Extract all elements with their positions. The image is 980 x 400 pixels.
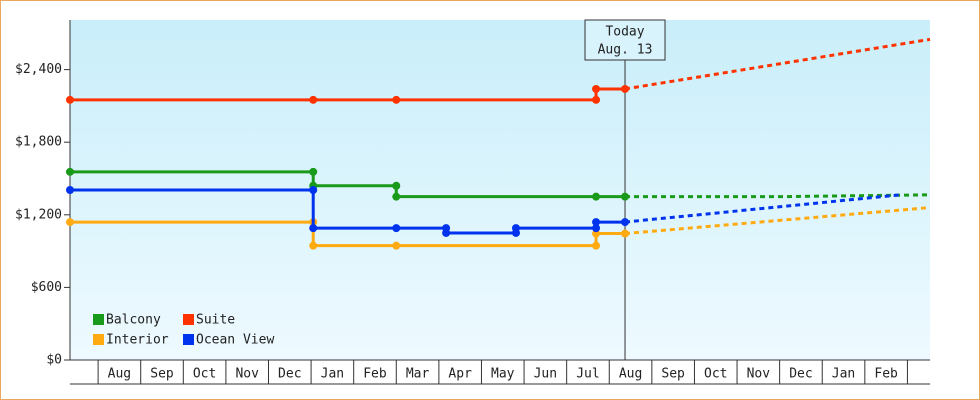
- y-tick-label: $0: [46, 353, 62, 368]
- legend-label: Ocean View: [196, 333, 274, 348]
- x-tick-label: Sep: [150, 367, 174, 382]
- x-tick-label: Aug: [619, 367, 642, 382]
- today-box: [584, 19, 666, 61]
- price-point: [511, 224, 520, 233]
- x-tick-label: Aug: [108, 367, 131, 382]
- price-line: [70, 87, 626, 102]
- x-tick-label: Feb: [363, 367, 387, 382]
- price-point: [309, 224, 318, 233]
- x-tick-label: Oct: [704, 367, 727, 382]
- price-point: [621, 84, 630, 93]
- x-tick-label: Jun: [534, 367, 557, 382]
- forecast-line: [624, 206, 931, 236]
- legend-label: Balcony: [106, 313, 161, 328]
- price-point: [66, 218, 74, 227]
- price-point: [392, 224, 401, 233]
- price-point: [592, 192, 601, 201]
- x-tick-label: Jul: [576, 367, 599, 382]
- price-point: [66, 95, 74, 104]
- x-tick-label: Jan: [321, 367, 344, 382]
- y-tick-label: $1,200: [15, 207, 62, 222]
- price-point: [392, 181, 401, 190]
- x-tick-label: Dec: [789, 367, 812, 382]
- price-point: [621, 229, 630, 238]
- price-point: [621, 192, 630, 201]
- forecast-line: [624, 37, 931, 91]
- price-point: [309, 167, 318, 176]
- x-tick-label: Jan: [832, 367, 855, 382]
- price-point: [66, 186, 74, 194]
- price-point: [309, 241, 318, 250]
- price-point: [392, 95, 401, 104]
- x-tick-label: May: [491, 367, 515, 382]
- legend-swatch: [93, 314, 104, 325]
- price-point: [621, 218, 630, 227]
- x-tick-label: Mar: [406, 367, 430, 382]
- legend-swatch: [183, 334, 194, 345]
- price-point: [309, 95, 318, 104]
- price-point: [392, 192, 401, 201]
- price-point: [66, 167, 74, 176]
- price-point: [592, 241, 601, 250]
- x-tick-label: Apr: [448, 367, 472, 382]
- y-tick-label: $2,400: [15, 62, 62, 77]
- y-tick-label: $1,800: [15, 135, 62, 150]
- y-tick-label: $600: [31, 280, 62, 295]
- price-point: [592, 84, 601, 93]
- forecast-line: [624, 193, 901, 224]
- today-label: Today: [605, 25, 644, 40]
- price-point: [592, 95, 601, 104]
- price-point: [392, 241, 401, 250]
- today-date: Aug. 13: [598, 43, 653, 58]
- x-tick-label: Feb: [874, 367, 898, 382]
- x-tick-label: Sep: [661, 367, 685, 382]
- x-tick-label: Oct: [193, 367, 216, 382]
- legend-label: Suite: [196, 313, 235, 328]
- legend-swatch: [93, 334, 104, 345]
- price-point: [442, 228, 451, 237]
- x-tick-label: Nov: [747, 367, 771, 382]
- price-point: [592, 218, 601, 227]
- legend-swatch: [183, 314, 194, 325]
- price-point: [592, 224, 601, 233]
- legend-label: Interior: [106, 333, 169, 348]
- price-point: [309, 186, 318, 194]
- x-tick-label: Nov: [235, 367, 259, 382]
- x-tick-label: Dec: [278, 367, 301, 382]
